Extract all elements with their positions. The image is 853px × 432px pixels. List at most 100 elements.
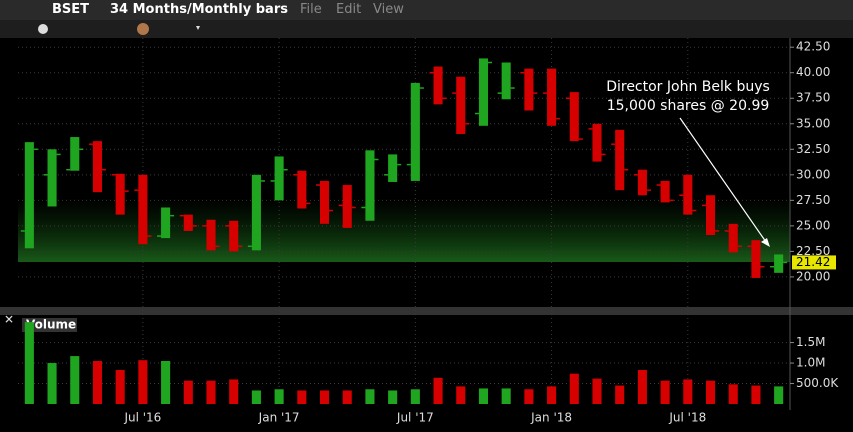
volume-bar [524,389,534,404]
price-bar [388,154,398,182]
price-bar [683,174,693,215]
volume-bar [592,378,602,404]
last-price-box [792,255,836,270]
annotation: Director John Belk buys [606,79,770,95]
last-price-label: 21.42 [796,255,830,269]
price-bar [524,68,534,111]
y-tick-label: 500.0K [796,376,839,390]
price-bar [501,62,511,100]
volume-bar [70,356,80,404]
price-bar [615,129,625,191]
price-bar [115,173,125,215]
y-tick-label: 22.50 [796,244,830,258]
dropdown-icon[interactable] [196,26,200,30]
price-bar [433,66,443,105]
volume-bar [319,390,330,404]
price-bar [47,149,57,207]
price-bar [410,82,420,181]
arrow-head [761,238,770,247]
volume-label-bg [22,318,77,332]
price-bar [751,240,761,278]
volume-title: Volume [26,318,76,332]
price-bar [637,169,647,196]
price-bar [592,123,602,162]
volume-bar [183,380,193,404]
price-bar [183,214,193,231]
x-tick-label: Jul '17 [396,411,434,425]
x-tick-label: Jan '17 [258,411,300,425]
y-tick-label: 20.00 [796,269,830,283]
volume-bar [251,390,261,404]
icon-toolbar [0,20,853,38]
annotation-arrow [679,117,767,243]
annotation: 15,000 shares @ 20.99 [607,98,770,114]
period[interactable]: 34 Months/Monthly bars [110,2,288,17]
volume-bar [501,388,511,404]
x-tick-label: Jul '16 [123,411,161,425]
volume-bar [92,361,103,404]
price-bar [705,195,716,236]
volume-bar [705,380,716,404]
menu-item[interactable]: View [373,2,404,17]
volume-bar [342,390,352,404]
price-bar [547,68,557,126]
x-tick-label: Jan '18 [530,411,572,425]
volume-bar [728,384,738,404]
volume-bar [547,386,557,404]
volume-bar [456,386,466,404]
close-icon[interactable]: ✕ [4,313,14,327]
price-bar [342,185,352,228]
price-bar [478,58,489,126]
volume-bar [297,390,307,404]
symbol[interactable]: BSET [52,2,90,17]
volume-bar [206,380,216,404]
volume-bar [24,322,34,404]
price-bar [24,142,34,249]
volume-bar [161,361,171,404]
volume-bar [569,373,579,404]
y-tick-label: 35.00 [796,116,830,130]
price-bar [92,141,103,193]
volume-bar [138,360,148,404]
volume-bar [615,385,625,404]
price-bar [456,76,466,134]
price-bar [274,156,284,201]
price-bar [161,207,171,239]
volume-bar [660,380,670,404]
volume-bar [365,389,375,404]
y-tick-label: 32.50 [796,142,830,156]
price-bar [774,254,784,273]
menu-item[interactable]: File [300,2,322,17]
volume-bar [47,363,57,404]
tool-icon[interactable] [137,23,149,35]
y-tick-label: 37.50 [796,91,830,105]
volume-bar [683,379,693,404]
volume-bar [478,388,489,404]
menu-item[interactable]: Edit [336,2,362,17]
volume-bar [637,370,647,404]
price-bar [365,150,375,221]
price-bar [70,137,80,171]
price-bar [297,170,307,209]
price-bar [138,174,148,245]
y-tick-label: 40.00 [796,65,830,79]
y-tick-label: 42.50 [796,40,830,54]
volume-bar [115,370,125,404]
price-highlight [18,198,790,262]
title-bar: BSET 34 Months/Monthly bars File Edit Vi… [0,0,853,20]
price-bar [728,223,738,253]
volume-bar [274,389,284,404]
price-bar [206,219,216,251]
y-tick-label: 25.00 [796,218,830,232]
x-tick-label: Jul '18 [668,411,706,425]
price-bar [251,174,261,251]
volume-bar [410,389,420,404]
volume-bar [433,377,443,404]
tool-icon[interactable] [38,24,48,34]
y-tick-label: 30.00 [796,167,830,181]
volume-bar [774,386,784,404]
price-bar [660,180,670,203]
volume-bar [388,390,398,404]
